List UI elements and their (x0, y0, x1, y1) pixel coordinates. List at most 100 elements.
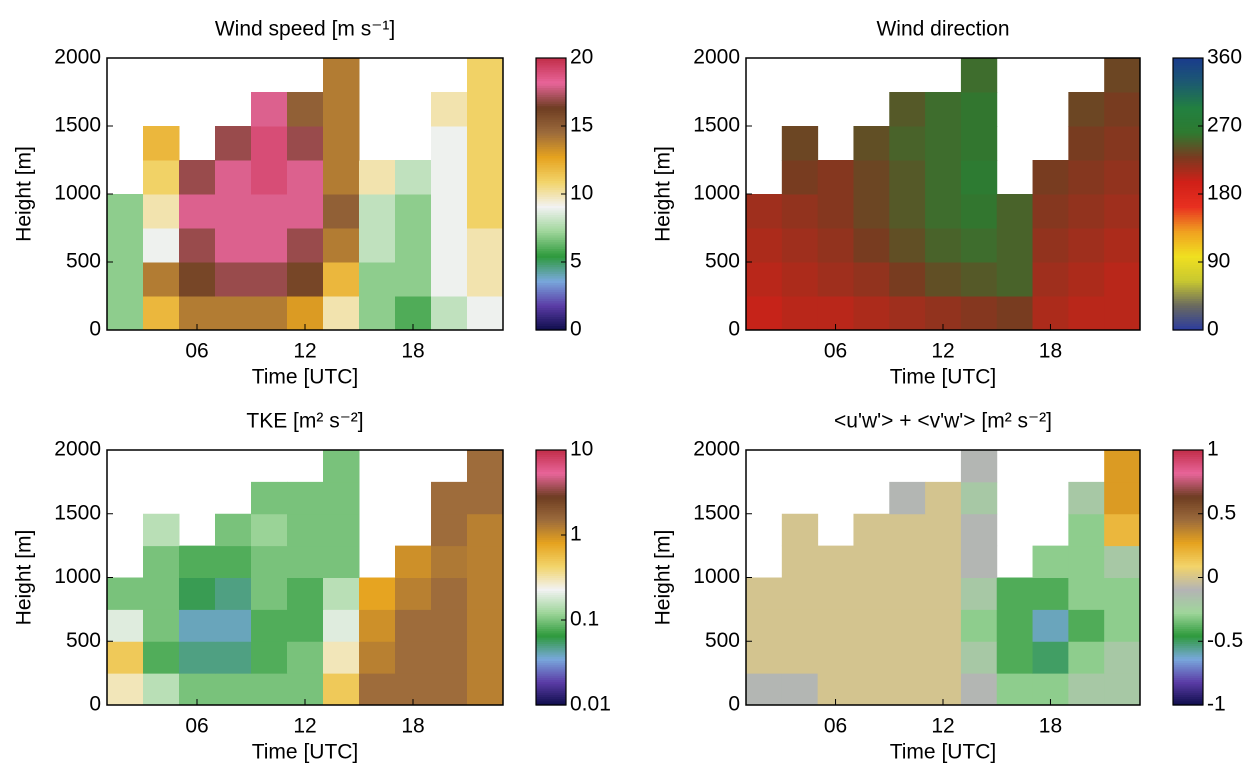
colorbar-segment (536, 103, 566, 107)
heatmap-cell (215, 513, 252, 547)
colorbar-segment (536, 656, 566, 659)
colorbar-segment (536, 300, 566, 304)
colorbar-segment (536, 71, 566, 75)
heatmap-cell (1068, 673, 1105, 706)
colorbar-segment (536, 182, 566, 186)
colorbar-segment (536, 116, 566, 120)
colorbar-segment (536, 596, 566, 600)
y-tick-label: 1500 (54, 501, 101, 524)
colorbar-segment (1173, 212, 1203, 215)
colorbar-segment (536, 76, 566, 79)
colorbar-segment (536, 690, 566, 693)
heatmap-cell (143, 641, 180, 674)
x-tick-label: 06 (824, 340, 847, 363)
colorbar-segment (1173, 155, 1203, 159)
colorbar-segment (1173, 532, 1203, 536)
colorbar-segment (1173, 282, 1203, 286)
heatmap-cell (467, 194, 504, 229)
colorbar-segment (1173, 520, 1203, 523)
colorbar-segment (536, 101, 566, 104)
colorbar-segment (536, 615, 566, 619)
heatmap-cell (746, 641, 783, 674)
colorbar-segment (536, 78, 566, 82)
colorbar-segment (1173, 462, 1203, 466)
colorbar-segment (1173, 645, 1203, 649)
heatmap-cell (215, 126, 252, 161)
colorbar-segment (536, 488, 566, 491)
colorbar-segment (536, 243, 566, 247)
colorbar-segment (1173, 73, 1203, 77)
y-tick-label: 500 (66, 629, 101, 652)
heatmap-cell (107, 296, 144, 331)
colorbar-segment (1173, 114, 1203, 118)
heatmap-cell (960, 513, 998, 547)
heatmap-cell (359, 194, 396, 229)
colorbar-segment (1173, 598, 1203, 602)
colorbar-segment (1173, 80, 1203, 84)
colorbar-segment (1173, 575, 1203, 579)
heatmap-cell (323, 160, 360, 195)
heatmap-cell (1104, 228, 1141, 263)
heatmap-cell (889, 296, 926, 331)
heatmap-cell (925, 641, 962, 674)
heatmap-cell (431, 577, 468, 610)
colorbar-segment (1173, 543, 1203, 547)
colorbar-segment (536, 318, 566, 322)
colorbar-segment (1173, 284, 1203, 288)
heatmap-cell (996, 262, 1034, 297)
colorbar-segment (1173, 660, 1203, 664)
heatmap-cell (996, 194, 1034, 229)
colorbar-tick-label: 90 (1207, 250, 1230, 273)
colorbar-segment (536, 96, 566, 100)
heatmap-cell (889, 126, 926, 161)
heatmap-cell (996, 609, 1034, 642)
colorbar-segment (536, 234, 566, 238)
heatmap-cell (853, 673, 890, 706)
colorbar-segment (1173, 309, 1203, 313)
colorbar-segment (536, 530, 566, 534)
colorbar-segment (536, 130, 566, 134)
colorbar-segment (1173, 200, 1203, 204)
colorbar-segment (1173, 221, 1203, 225)
heatmap-cell (1032, 194, 1069, 229)
colorbar-segment (536, 252, 566, 256)
colorbar-segment (536, 594, 566, 598)
heatmap-cell (431, 296, 468, 331)
heatmap-cell (960, 481, 998, 515)
colorbar-segment (536, 123, 566, 127)
heatmap-cell (431, 513, 468, 547)
colorbar-segment (536, 511, 566, 515)
colorbar-segment (1173, 266, 1203, 270)
colorbar-tick-label: 180 (1207, 182, 1242, 205)
heatmap-cell (781, 641, 819, 674)
colorbar-segment (536, 80, 566, 84)
colorbar-segment (1173, 92, 1203, 95)
heatmap-cell (781, 673, 819, 706)
colorbar-segment (1173, 700, 1203, 704)
colorbar-segment (1173, 209, 1203, 213)
colorbar-segment (536, 577, 566, 581)
heatmap-cell (107, 577, 144, 610)
colorbar-segment (536, 216, 566, 220)
colorbar-segment (1173, 452, 1203, 455)
colorbar-segment (1173, 178, 1203, 181)
heatmap-cell (287, 160, 324, 195)
heatmap-cell (251, 673, 288, 706)
colorbar-segment (1173, 169, 1203, 172)
y-tick-label: 1500 (54, 114, 101, 137)
colorbar-segment (536, 526, 566, 530)
heatmap-cell (359, 609, 396, 642)
colorbar-segment (536, 537, 566, 540)
heatmap-cell (925, 513, 962, 547)
heatmap-cell (467, 296, 504, 331)
heatmap-cell (323, 641, 360, 674)
colorbar-segment (536, 579, 566, 583)
colorbar-segment (536, 293, 566, 297)
y-tick-label: 500 (705, 629, 740, 652)
colorbar-segment (1173, 656, 1203, 659)
heatmap-cell (889, 545, 926, 578)
colorbar-segment (1173, 688, 1203, 691)
heatmap-cell (960, 194, 998, 229)
colorbar-segment (536, 611, 566, 615)
colorbar-segment (1173, 637, 1203, 640)
